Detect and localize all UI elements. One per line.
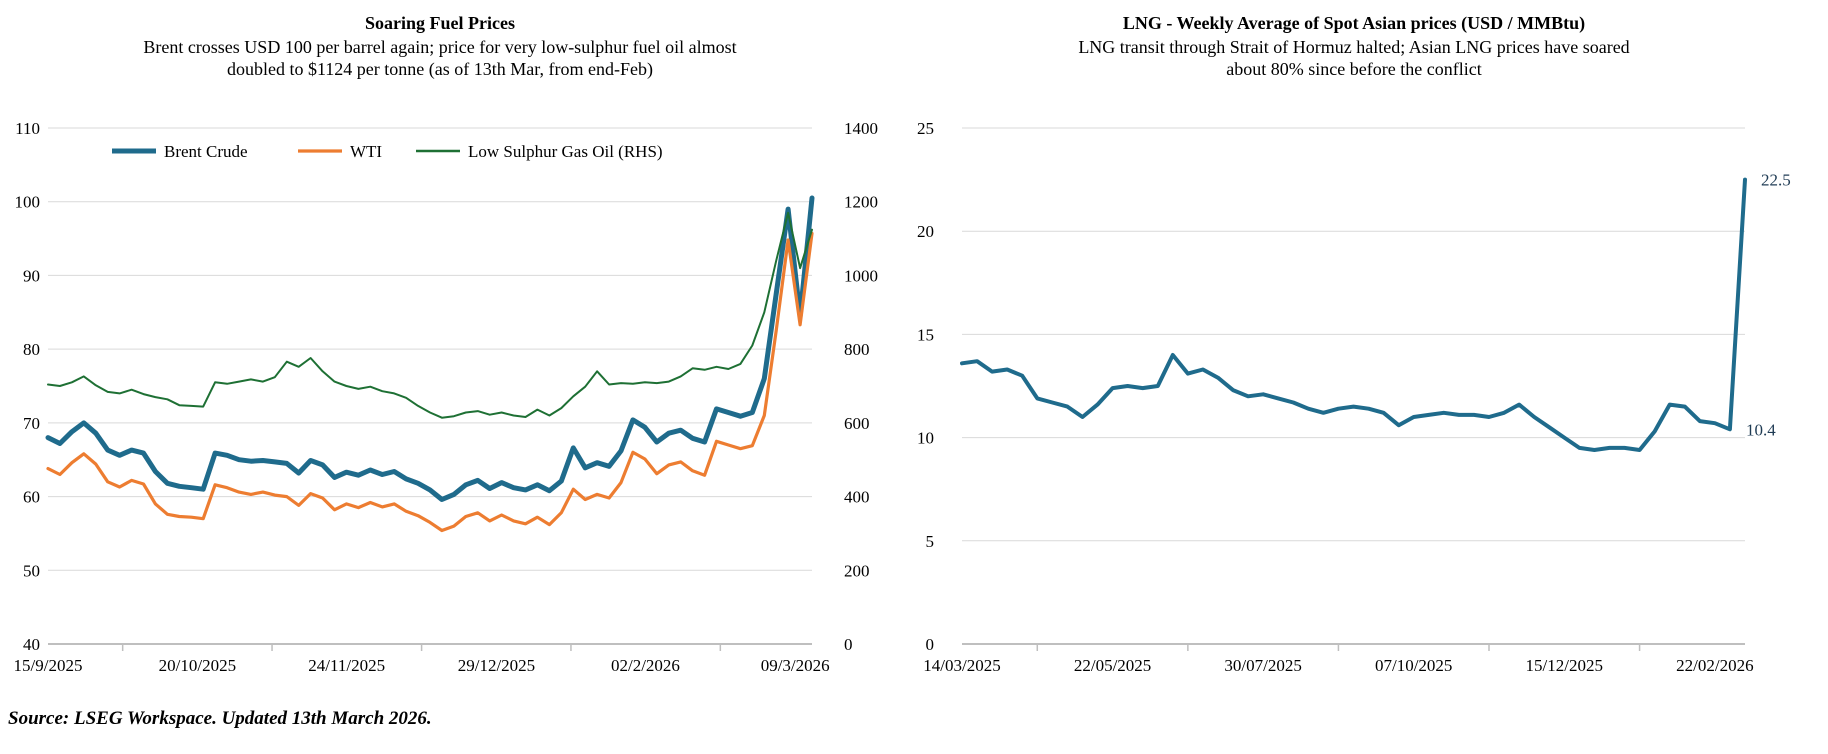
x-axis-label: 24/11/2025 bbox=[308, 656, 385, 675]
y2-axis-label: 0 bbox=[844, 635, 853, 654]
y-axis-label: 90 bbox=[23, 266, 40, 285]
y2-axis-label: 600 bbox=[844, 414, 870, 433]
point-data-label: 22.5 bbox=[1761, 171, 1791, 190]
brent-crude-line bbox=[45, 195, 815, 502]
y2-axis-label: 400 bbox=[844, 488, 870, 507]
fuel-chart-title: Soaring Fuel Prices bbox=[365, 13, 515, 33]
fuel-prices-axes: 40 50 60 70 80 90 100 110 0 200 400 600 800 1000 1200 1… bbox=[14, 119, 878, 675]
lng-chart-header: LNG - Weekly Average of Spot Asian price… bbox=[880, 12, 1828, 81]
y-axis-label: 40 bbox=[23, 635, 40, 654]
lng-prices-chart: LNG - Weekly Average of Spot Asian price… bbox=[880, 0, 1828, 700]
legend-label: Low Sulphur Gas Oil (RHS) bbox=[468, 142, 663, 161]
y-axis-label: 25 bbox=[917, 119, 934, 138]
legend-label: WTI bbox=[350, 142, 382, 161]
x-axis-label: 14/03/2025 bbox=[923, 656, 1000, 675]
y-axis-label: 110 bbox=[15, 119, 40, 138]
lng-chart-title: LNG - Weekly Average of Spot Asian price… bbox=[1122, 13, 1586, 33]
y2-axis-label: 1200 bbox=[844, 193, 878, 212]
source-note: Source: LSEG Workspace. Updated 13th Mar… bbox=[8, 708, 432, 729]
x-axis-label: 20/10/2025 bbox=[159, 656, 236, 675]
lng-line bbox=[960, 177, 1747, 452]
y-axis-label: 60 bbox=[23, 488, 40, 507]
lng-chart-subtitle: LNG transit through Strait of Hormuz hal… bbox=[1078, 36, 1630, 80]
lng-chart-plot-area: 0 5 10 15 20 25 14/03/2025 22/05/2025 30/07/2025… bbox=[917, 119, 1791, 675]
x-axis-label: 30/07/2025 bbox=[1224, 656, 1301, 675]
fuel-prices-chart: Soaring Fuel Prices Brent crosses USD 10… bbox=[0, 0, 880, 700]
x-axis-label: 22/02/2026 bbox=[1676, 656, 1753, 675]
y-axis-label: 80 bbox=[23, 340, 40, 359]
y2-axis-label: 200 bbox=[844, 561, 870, 580]
x-axis-label: 15/9/2025 bbox=[14, 656, 83, 675]
x-axis-label: 22/05/2025 bbox=[1074, 656, 1151, 675]
y-axis-label: 10 bbox=[917, 429, 934, 448]
y-axis-label: 70 bbox=[23, 414, 40, 433]
fuel-chart-plot-area: 40 50 60 70 80 90 100 110 0 200 400 600 800 1000 1200 1… bbox=[14, 119, 878, 675]
y-axis-label: 0 bbox=[926, 635, 935, 654]
y2-axis-label: 800 bbox=[844, 340, 870, 359]
x-axis-label: 07/10/2025 bbox=[1375, 656, 1452, 675]
y-axis-label: 50 bbox=[23, 561, 40, 580]
legend: Brent Crude WTI Low Sulphur Gas Oil (RHS) bbox=[112, 142, 663, 161]
y-axis-label: 100 bbox=[15, 193, 41, 212]
y-axis-label: 5 bbox=[926, 532, 935, 551]
y-axis-label: 20 bbox=[917, 222, 934, 241]
y2-axis-label: 1400 bbox=[844, 119, 878, 138]
point-data-label: 10.4 bbox=[1746, 420, 1776, 439]
fuel-chart-subtitle: Brent crosses USD 100 per barrel again; … bbox=[143, 36, 737, 80]
fuel-chart-header: Soaring Fuel Prices Brent crosses USD 10… bbox=[0, 12, 880, 81]
y-axis-label: 15 bbox=[917, 325, 934, 344]
legend-label: Brent Crude bbox=[164, 142, 248, 161]
x-axis-label: 09/3/2026 bbox=[761, 656, 830, 675]
low-sulphur-gas-oil-rhs-line bbox=[47, 211, 813, 419]
x-axis-label: 15/12/2025 bbox=[1526, 656, 1603, 675]
x-axis-label: 29/12/2025 bbox=[458, 656, 535, 675]
y2-axis-label: 1000 bbox=[844, 266, 878, 285]
x-axis-label: 02/2/2026 bbox=[611, 656, 680, 675]
lng-prices-axes: 0 5 10 15 20 25 14/03/2025 22/05/2025 30/07/2025… bbox=[917, 119, 1754, 675]
wti-line bbox=[46, 231, 814, 533]
